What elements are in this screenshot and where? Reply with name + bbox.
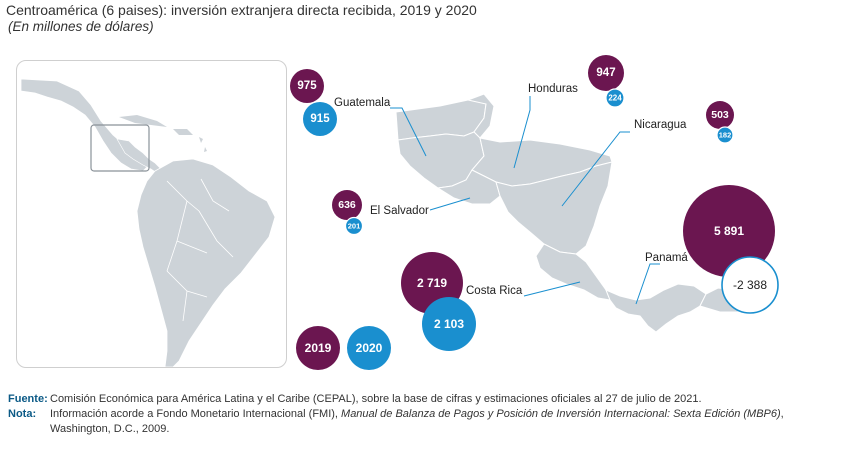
inset-map-svg <box>20 78 276 367</box>
leader-costarica <box>523 281 581 297</box>
value-elsalvador-2019: 636 <box>338 199 356 211</box>
bubble-panama-2020 <box>721 256 779 314</box>
leader-elsalvador <box>429 197 471 211</box>
inset-cuba <box>119 115 167 127</box>
note-row: Nota: Información acorde a Fondo Monetar… <box>8 407 840 437</box>
value-guatemala-2020: 915 <box>310 113 330 125</box>
label-panama: Panamá <box>645 252 688 264</box>
bubble-elsalvador-2020 <box>344 216 364 236</box>
bubble-elsalvador-2019 <box>332 190 362 220</box>
leader-nicaragua <box>561 131 630 207</box>
costarica-region <box>535 243 611 301</box>
value-nicaragua-2019: 503 <box>711 109 729 121</box>
legend-2020-label: 2020 <box>356 341 383 355</box>
inset-south-america <box>136 158 276 367</box>
inset-hispaniola <box>173 129 193 135</box>
source-text: Comisión Económica para América Latina y… <box>50 393 702 405</box>
bubble-nicaragua-2019 <box>706 101 734 129</box>
value-nicaragua-2020: 182 <box>719 131 732 140</box>
inset-north-america <box>20 78 150 172</box>
label-honduras: Honduras <box>528 83 578 95</box>
source-row: Fuente: Comisión Económica para América … <box>8 392 840 407</box>
inset-lesser-antilles <box>199 137 207 152</box>
figure-subtitle: (En millones de dólares) <box>8 19 154 34</box>
bubble-honduras-2019 <box>588 55 624 91</box>
label-costarica: Costa Rica <box>466 285 523 297</box>
legend-2020-bubble <box>347 326 391 370</box>
inset-borders <box>166 178 234 322</box>
note-key: Nota: <box>8 408 37 420</box>
bubble-guatemala-2019 <box>290 69 324 103</box>
value-elsalvador-2020: 201 <box>348 222 361 231</box>
panama-region <box>605 283 707 333</box>
value-honduras-2020: 224 <box>608 94 622 103</box>
nicaragua-region <box>495 161 613 255</box>
bubble-costarica-2020 <box>422 297 476 351</box>
value-honduras-2019: 947 <box>596 67 615 79</box>
value-panama-2020: -2 388 <box>733 278 767 292</box>
bubble-guatemala-2020 <box>303 102 337 136</box>
note-text: Información acorde a Fondo Monetario Int… <box>50 408 784 435</box>
locator-box <box>90 124 150 172</box>
leader-honduras <box>513 96 531 169</box>
source-key: Fuente: <box>8 393 48 405</box>
leader-guatemala <box>390 107 427 157</box>
label-nicaragua: Nicaragua <box>634 119 687 131</box>
leader-lines <box>390 96 660 305</box>
notes-block: Fuente: Comisión Económica para América … <box>8 392 840 437</box>
value-costarica-2019: 2 719 <box>417 276 447 290</box>
leader-panama <box>635 263 660 305</box>
value-guatemala-2019: 975 <box>297 80 317 92</box>
label-elsalvador: El Salvador <box>370 205 429 217</box>
legend-2019-bubble <box>296 326 340 370</box>
bubble-panama-2019 <box>683 185 775 277</box>
figure-title: Centroamérica (6 paises): inversión extr… <box>6 2 477 18</box>
label-guatemala: Guatemala <box>334 97 391 109</box>
value-costarica-2020: 2 103 <box>434 317 464 331</box>
inset-locator-map <box>16 60 287 368</box>
value-panama-2019: 5 891 <box>714 224 744 238</box>
legend-2019-label: 2019 <box>305 341 332 355</box>
bubble-nicaragua-2020 <box>716 126 734 144</box>
bubble-honduras-2020 <box>605 88 625 108</box>
